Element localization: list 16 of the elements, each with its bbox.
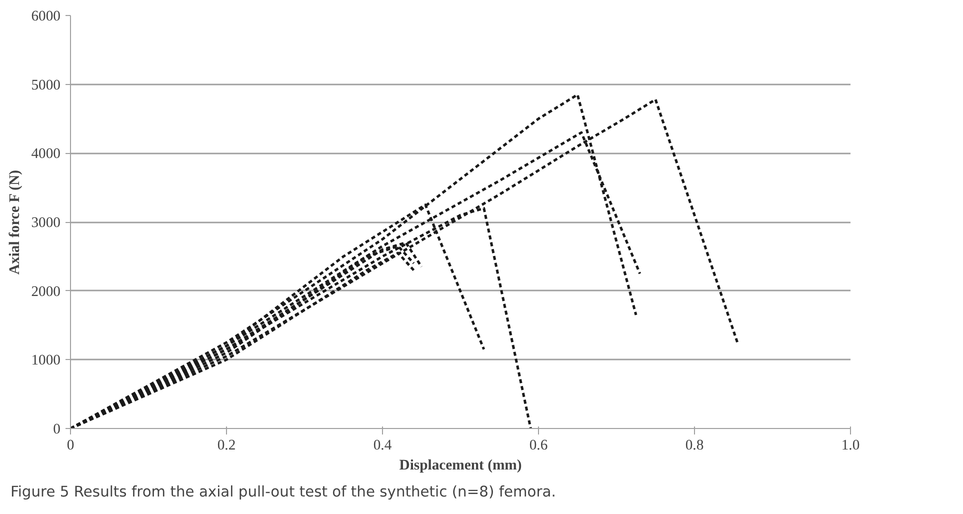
y-tick-label: 3000 <box>31 215 60 231</box>
x-tick-label: 1.0 <box>841 438 860 454</box>
y-tick-label: 1000 <box>31 352 60 369</box>
x-axis-title: Displacement (mm) <box>399 458 522 474</box>
y-tick-label: 0 <box>53 422 60 438</box>
x-tick-label: 0 <box>66 438 74 454</box>
y-tick-label: 5000 <box>31 77 60 94</box>
x-tick-label: 0.4 <box>373 438 392 454</box>
x-tick-label: 0.2 <box>217 438 236 454</box>
y-tick-label: 6000 <box>31 8 60 24</box>
y-axis-title: Axial force F (N) <box>7 170 24 275</box>
x-tick-label: 0.6 <box>529 438 548 454</box>
caption: Figure 5 Results from the axial pull-out test of the synthetic (n=8) femora. <box>10 484 556 500</box>
y-tick-label: 4000 <box>31 146 60 162</box>
x-tick-label: 0.8 <box>685 438 704 454</box>
y-tick-label: 2000 <box>31 284 60 300</box>
